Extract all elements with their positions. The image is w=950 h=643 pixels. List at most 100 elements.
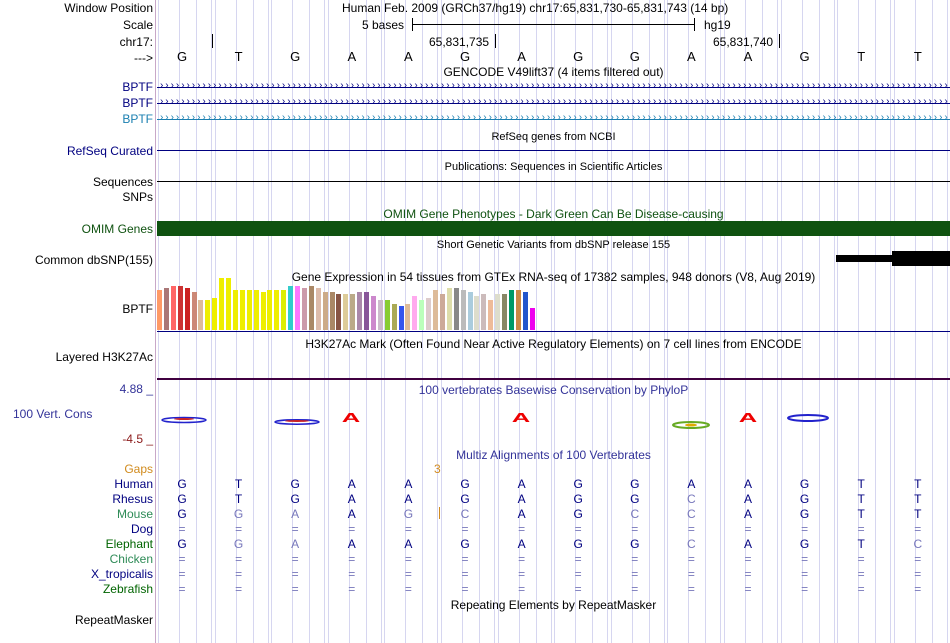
dbsnp-track-title[interactable]: Short Genetic Variants from dbSNP releas… (436, 239, 671, 251)
alignment-base: A (291, 537, 300, 551)
alignment-base: C (913, 537, 923, 551)
gencode-transcript-3[interactable] (157, 119, 950, 120)
dbsnp-feature-thick[interactable] (892, 251, 950, 266)
gencode-gene-label[interactable]: BPTF (122, 96, 153, 110)
gencode-transcript-2[interactable] (157, 103, 950, 104)
gencode-track-title[interactable]: GENCODE V49lift37 (4 items filtered out) (443, 65, 664, 79)
gtex-bar[interactable] (495, 294, 501, 330)
label-refseq[interactable]: RefSeq Curated (66, 144, 153, 158)
gtex-bar[interactable] (522, 292, 528, 330)
gtex-bar[interactable] (433, 290, 438, 330)
repeat-track-title[interactable]: Repeating Elements by RepeatMasker (450, 598, 657, 612)
gtex-bar[interactable] (329, 292, 335, 330)
gtex-bar[interactable] (239, 290, 245, 330)
species-label[interactable]: Rhesus (112, 492, 153, 506)
phylop-logo[interactable]: A A A (0, 405, 950, 435)
gtex-bar[interactable] (315, 288, 321, 330)
gtex-bar[interactable] (170, 286, 176, 330)
gtex-bar[interactable] (343, 294, 349, 330)
phylop-track-title[interactable]: 100 vertebrates Basewise Conservation by… (418, 383, 689, 397)
gtex-bar[interactable] (212, 298, 218, 330)
gtex-bar[interactable] (295, 286, 300, 330)
gtex-bar[interactable] (391, 304, 397, 330)
gtex-bar[interactable] (184, 288, 190, 330)
gtex-bar[interactable] (412, 296, 418, 330)
gtex-bar[interactable] (163, 288, 169, 330)
species-label[interactable]: Chicken (109, 552, 153, 566)
gtex-bar[interactable] (301, 288, 307, 330)
label-gtex[interactable]: BPTF (122, 302, 153, 316)
gtex-bar[interactable] (467, 292, 473, 330)
multiz-track-title[interactable]: Multiz Alignments of 100 Vertebrates (456, 448, 651, 462)
gtex-bar[interactable] (253, 290, 259, 330)
label-gaps[interactable]: Gaps (124, 462, 153, 476)
gtex-bar[interactable] (357, 292, 363, 330)
alignment-base: = (348, 552, 356, 566)
gencode-transcript-1[interactable] (157, 87, 950, 88)
gtex-bar[interactable] (419, 300, 425, 330)
gtex-bar[interactable] (232, 290, 238, 330)
gtex-bar[interactable] (515, 290, 521, 330)
label-omim[interactable]: OMIM Genes (81, 222, 153, 236)
gtex-bar[interactable] (267, 290, 273, 330)
omim-track-title[interactable]: OMIM Gene Phenotypes - Dark Green Can Be… (383, 207, 724, 221)
gtex-bar[interactable] (384, 300, 390, 330)
species-label[interactable]: Zebrafish (102, 582, 153, 596)
cons-min-label: -4.5 _ (122, 432, 153, 446)
species-label[interactable]: Elephant (105, 537, 153, 551)
gtex-bar[interactable] (508, 290, 514, 330)
gtex-bar[interactable] (460, 290, 466, 330)
label-cons[interactable]: 100 Vert. Cons (13, 407, 93, 421)
gtex-bar[interactable] (281, 290, 287, 330)
gtex-bar[interactable] (246, 290, 252, 330)
gtex-bar[interactable] (377, 300, 383, 330)
label-snps[interactable]: SNPs (122, 190, 153, 204)
label-h3k27[interactable]: Layered H3K27Ac (55, 350, 153, 364)
pubs-line[interactable] (157, 181, 950, 182)
gtex-bar[interactable] (198, 300, 204, 330)
gtex-bar[interactable] (453, 288, 459, 330)
species-label[interactable]: Human (114, 477, 153, 491)
gtex-bar[interactable] (474, 296, 480, 330)
species-label[interactable]: X_tropicalis (90, 567, 153, 581)
gtex-bar[interactable] (481, 294, 487, 330)
gtex-bar[interactable] (439, 294, 445, 330)
gencode-gene-label[interactable]: BPTF (122, 112, 153, 126)
label-sequences[interactable]: Sequences (92, 175, 153, 189)
gtex-bar[interactable] (260, 292, 266, 330)
species-label[interactable]: Dog (130, 522, 153, 536)
gtex-bar[interactable] (219, 278, 225, 330)
label-dbsnp[interactable]: Common dbSNP(155) (34, 253, 153, 267)
refseq-line[interactable] (157, 150, 950, 151)
gtex-track-title[interactable]: Gene Expression in 54 tissues from GTEx … (291, 270, 816, 284)
gtex-bar[interactable] (336, 294, 342, 330)
alignment-base: = (914, 552, 922, 566)
gencode-gene-label[interactable]: BPTF (122, 80, 153, 94)
gtex-bar[interactable] (308, 286, 314, 330)
gtex-bar[interactable] (274, 290, 280, 330)
gtex-bar[interactable] (529, 308, 535, 330)
omim-feature-bar[interactable] (157, 221, 950, 236)
h3k27-track-title[interactable]: H3K27Ac Mark (Often Found Near Active Re… (305, 337, 802, 351)
gtex-bar[interactable] (370, 296, 376, 330)
gtex-bar[interactable] (426, 298, 432, 330)
gtex-bar[interactable] (157, 290, 162, 330)
gtex-bar[interactable] (350, 294, 356, 330)
gtex-bar[interactable] (191, 292, 197, 330)
species-label[interactable]: Mouse (116, 507, 153, 521)
gtex-bar[interactable] (364, 292, 369, 330)
gtex-bar[interactable] (177, 286, 183, 330)
label-repeatmasker[interactable]: RepeatMasker (74, 613, 153, 627)
gtex-bar[interactable] (502, 294, 507, 330)
gtex-bar[interactable] (398, 306, 404, 330)
gtex-bar[interactable] (322, 292, 328, 330)
gtex-bar[interactable] (226, 278, 231, 330)
gtex-bar[interactable] (405, 304, 411, 330)
gtex-bar[interactable] (205, 300, 211, 330)
pubs-track-title[interactable]: Publications: Sequences in Scientific Ar… (444, 161, 663, 173)
gtex-bar[interactable] (288, 286, 294, 330)
gaps-count[interactable]: 3 (434, 462, 441, 476)
gtex-bar[interactable] (446, 288, 452, 330)
gtex-bar[interactable] (488, 300, 494, 330)
refseq-track-title[interactable]: RefSeq genes from NCBI (491, 131, 616, 143)
